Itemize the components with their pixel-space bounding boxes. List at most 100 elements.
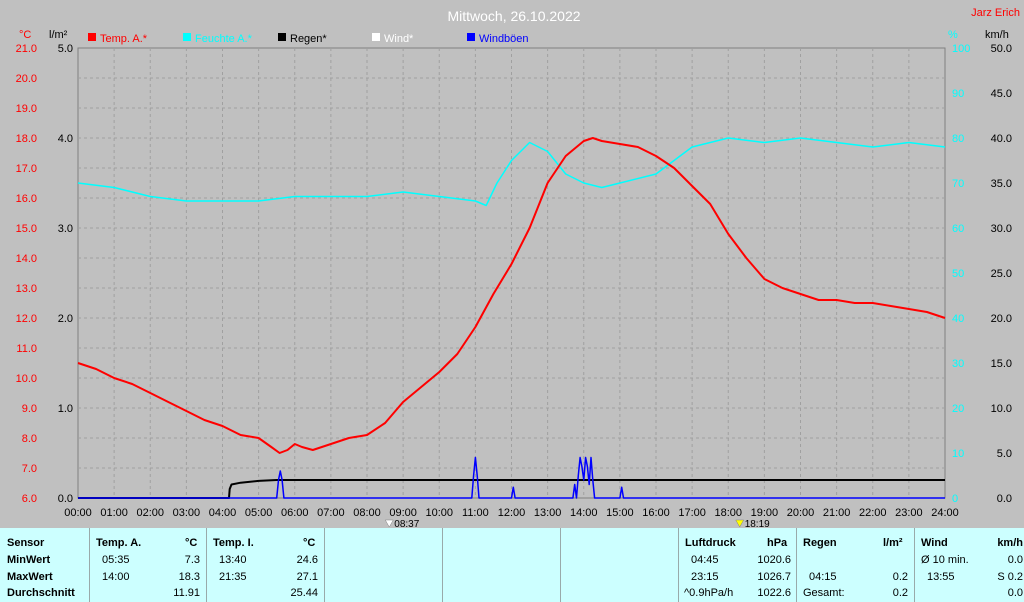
row-label-max: MaxWert [7,571,53,583]
tick-label: 20:00 [787,507,815,519]
legend-label: Regen* [290,33,327,45]
tick-label: 5.0 [58,43,73,55]
series-line [78,479,945,499]
luftdruck-avg: 1022.6 [757,587,791,599]
empty-column-3 [560,528,678,602]
tick-label: 14:00 [570,507,598,519]
temp-a-avg: 11.91 [173,587,200,599]
tick-label: 15:00 [606,507,634,519]
tick-label: 13.0 [16,283,37,295]
tick-label: 07:00 [317,507,345,519]
tick-label: 9.0 [22,403,37,415]
temp-i-max-value: 27.1 [296,571,318,583]
wind-min-label: Ø 10 min. [921,554,969,566]
unit-rain-label: l/m² [49,29,68,41]
tick-label: 100 [952,43,970,55]
wind-column: Wind km/h Ø 10 min. 0.0 13:55 S 0.2 0.0 [914,528,1024,602]
tick-label: 10.0 [991,403,1012,415]
luftdruck-min-time: 04:45 [691,554,719,566]
tick-label: 24:00 [931,507,959,519]
wind-avg: 0.0 [1007,587,1023,599]
temp-a-min-time: 05:35 [102,554,130,566]
tick-label: 10.0 [16,373,37,385]
legend-label: Windböen [479,33,529,45]
tick-label: 40 [952,313,964,325]
legend-swatch [88,33,96,41]
temp-a-min-value: 7.3 [184,554,200,566]
row-label-min: MinWert [7,554,51,566]
luftdruck-max-time: 23:15 [691,571,719,583]
tick-label: 0 [952,493,958,505]
legend-swatch [183,33,191,41]
tick-label: 10:00 [425,507,453,519]
tick-label: 6.0 [22,493,37,505]
row-labels-column: Sensor MinWert MaxWert Durchschnitt [0,528,88,602]
tick-label: 20.0 [991,313,1012,325]
tick-label: 20 [952,403,964,415]
row-label-avg: Durchschnitt [7,587,75,599]
tick-label: 3.0 [58,223,73,235]
tick-label: 06:00 [281,507,309,519]
tick-label: 0.0 [997,493,1012,505]
tick-label: 5.0 [997,448,1012,460]
wind-unit: km/h [997,537,1023,549]
luftdruck-max-value: 1026.7 [757,571,791,583]
temp-a-column: Temp. A. °C 05:35 7.3 14:00 18.3 11.91 [89,528,206,602]
tick-label: 03:00 [173,507,201,519]
tick-label: 25.0 [991,268,1012,280]
temp-i-unit: °C [303,537,316,549]
tick-label: 21:00 [823,507,851,519]
legend-label: Feuchte A.* [195,33,253,45]
tick-label: 18:00 [714,507,742,519]
wind-header: Wind [921,537,948,549]
tick-label: 21.0 [16,43,37,55]
empty-column-1 [324,528,442,602]
temp-a-unit: °C [185,537,198,549]
tick-label: 30 [952,358,964,370]
tick-label: 15.0 [16,223,37,235]
tick-label: 17.0 [16,163,37,175]
regen-max-value: 0.2 [892,571,908,583]
luftdruck-trend-label: ^0.9hPa/h [684,587,734,599]
series-line [77,137,946,207]
legend: Temp. A.* Feuchte A.* Regen* Wind* Windböen [88,33,529,45]
tick-label: 45.0 [991,88,1012,100]
tick-label: 7.0 [22,463,37,475]
tick-label: 20.0 [16,73,37,85]
wind-max-time: 13:55 [927,571,955,583]
temp-i-max-time: 21:35 [219,571,247,583]
tick-label: 0.0 [58,493,73,505]
tick-label: 08:00 [353,507,381,519]
temp-i-min-time: 13:40 [219,554,247,566]
tick-label: 2.0 [58,313,73,325]
tick-label: 17:00 [678,507,706,519]
tick-label: 18.0 [16,133,37,145]
tick-label: 02:00 [136,507,164,519]
row-label-sensor: Sensor [7,537,45,549]
author-label: Jarz Erich [971,7,1020,19]
tick-label: 14.0 [16,253,37,265]
tick-label: 16.0 [16,193,37,205]
tick-label: 05:00 [245,507,273,519]
tick-label: 90 [952,88,964,100]
weather-chart: Mittwoch, 26.10.2022 Jarz Erich °C l/m² … [16,7,1020,528]
tick-label: 30.0 [991,223,1012,235]
regen-column: Regen l/m² 04:15 0.2 Gesamt: 0.2 [796,528,914,602]
unit-temp-label: °C [19,29,31,41]
temp-i-min-value: 24.6 [296,554,318,566]
luftdruck-header: Luftdruck [685,537,736,549]
regen-total-label: Gesamt: [803,587,845,599]
wind-max-value: S 0.2 [997,571,1023,583]
tick-label: 09:00 [389,507,417,519]
tick-label: 8.0 [22,433,37,445]
tick-label: 13:00 [534,507,562,519]
regen-max-time: 04:15 [809,571,837,583]
temp-i-column: Temp. I. °C 13:40 24.6 21:35 27.1 25.44 [206,528,324,602]
tick-label: 4.0 [58,133,73,145]
tick-label: 16:00 [642,507,670,519]
tick-label: 01:00 [100,507,128,519]
tick-label: 15.0 [991,358,1012,370]
luftdruck-unit: hPa [767,537,788,549]
tick-label: 22:00 [859,507,887,519]
tick-label: 1.0 [58,403,73,415]
